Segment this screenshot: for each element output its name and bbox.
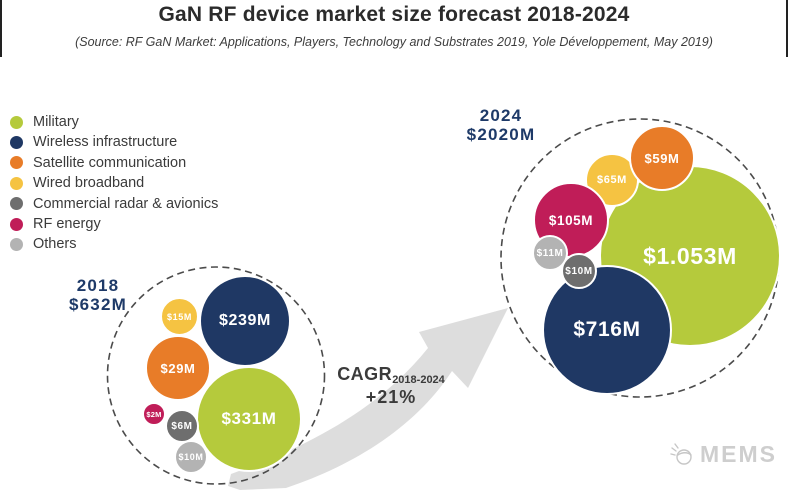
bubble-2024-satellite-communication: $59M	[629, 125, 695, 191]
total-2024: $2020M	[466, 125, 536, 144]
legend-swatch-wireless	[10, 136, 23, 150]
mems-logo-text: MEMS	[700, 441, 777, 467]
legend-item-commercial-radar-avionics: Commercial radar & avionics	[10, 194, 218, 214]
legend-item-satellite-communication: Satellite communication	[10, 153, 218, 173]
legend-label: RF energy	[33, 215, 101, 232]
bubble-2018-wired-broadband: $15M	[160, 297, 199, 336]
bubble-value-label: $331M	[221, 409, 277, 428]
bubble-value-label: $2M	[146, 409, 162, 419]
bubble-value-label: $29M	[160, 360, 196, 376]
cagr-annotation: CAGR2018-2024 +21%	[328, 364, 454, 407]
legend-label: Others	[33, 236, 77, 253]
legend: Military Wireless infrastructure Satelli…	[10, 112, 218, 255]
legend-label: Wireless infrastructure	[33, 134, 178, 151]
legend-swatch-satellite	[10, 156, 23, 170]
total-2018: $632M	[69, 295, 127, 314]
bubble-value-label: $65M	[597, 174, 627, 186]
mems-logo: MEMS	[669, 441, 777, 468]
bubble-2018-satellite-communication: $29M	[145, 335, 211, 401]
legend-swatch-others	[10, 238, 23, 252]
bubble-value-label: $11M	[536, 247, 564, 259]
legend-label: Military	[33, 113, 79, 130]
bubble-2024-commercial-radar-avionics: $10M	[561, 253, 597, 289]
year-2018: 2018	[76, 276, 120, 295]
chart-title: GaN RF device market size forecast 2018-…	[158, 3, 630, 26]
legend-label: Wired broadband	[33, 175, 145, 192]
bubble-2018-commercial-radar-avionics: $6M	[165, 409, 199, 443]
legend-swatch-rf-energy	[10, 217, 23, 231]
cagr-range: 2018-2024	[392, 374, 445, 386]
bubble-value-label: $105M	[548, 212, 594, 228]
legend-item-military: Military	[10, 112, 218, 132]
bubble-2018-others: $10M	[174, 440, 208, 474]
legend-item-rf-energy: RF energy	[10, 214, 218, 234]
legend-item-others: Others	[10, 234, 218, 254]
bubble-2018-wireless-infrastructure: $239M	[199, 275, 291, 367]
bubble-value-label: $10M	[565, 265, 593, 277]
year-label-2024: 2024 $2020M	[457, 106, 545, 144]
bubble-value-label: $6M	[171, 420, 193, 432]
cagr-value: +21%	[365, 387, 417, 407]
legend-item-wireless-infrastructure: Wireless infrastructure	[10, 132, 218, 152]
bubble-2018-rf-energy: $2M	[142, 402, 166, 426]
year-label-2018: 2018 $632M	[56, 276, 140, 314]
bubble-2024-wireless-infrastructure: $716M	[542, 265, 672, 395]
bubble-value-label: $239M	[219, 312, 271, 329]
bubble-value-label: $15M	[167, 311, 192, 322]
growth-arrow-icon	[228, 308, 508, 490]
legend-swatch-radar	[10, 197, 23, 211]
legend-label: Commercial radar & avionics	[33, 195, 219, 212]
chart-source: (Source: RF GaN Market: Applications, Pl…	[75, 35, 713, 49]
cluster-ring-2018	[106, 266, 326, 485]
year-2024: 2024	[479, 106, 523, 125]
frame-edge-left	[0, 0, 2, 57]
bubble-2018-military: $331M	[196, 366, 302, 472]
bubble-value-label: $10M	[178, 452, 204, 462]
legend-item-wired-broadband: Wired broadband	[10, 173, 218, 193]
mems-logo-icon	[670, 442, 692, 465]
frame-edge-right	[786, 0, 788, 57]
legend-label: Satellite communication	[33, 154, 187, 171]
bubble-value-label: $716M	[573, 318, 641, 341]
legend-swatch-military	[10, 115, 23, 129]
legend-swatch-wired	[10, 176, 23, 190]
bubble-value-label: $1.053M	[643, 242, 737, 269]
cagr-label: CAGR	[337, 364, 393, 384]
bubble-value-label: $59M	[644, 150, 680, 166]
